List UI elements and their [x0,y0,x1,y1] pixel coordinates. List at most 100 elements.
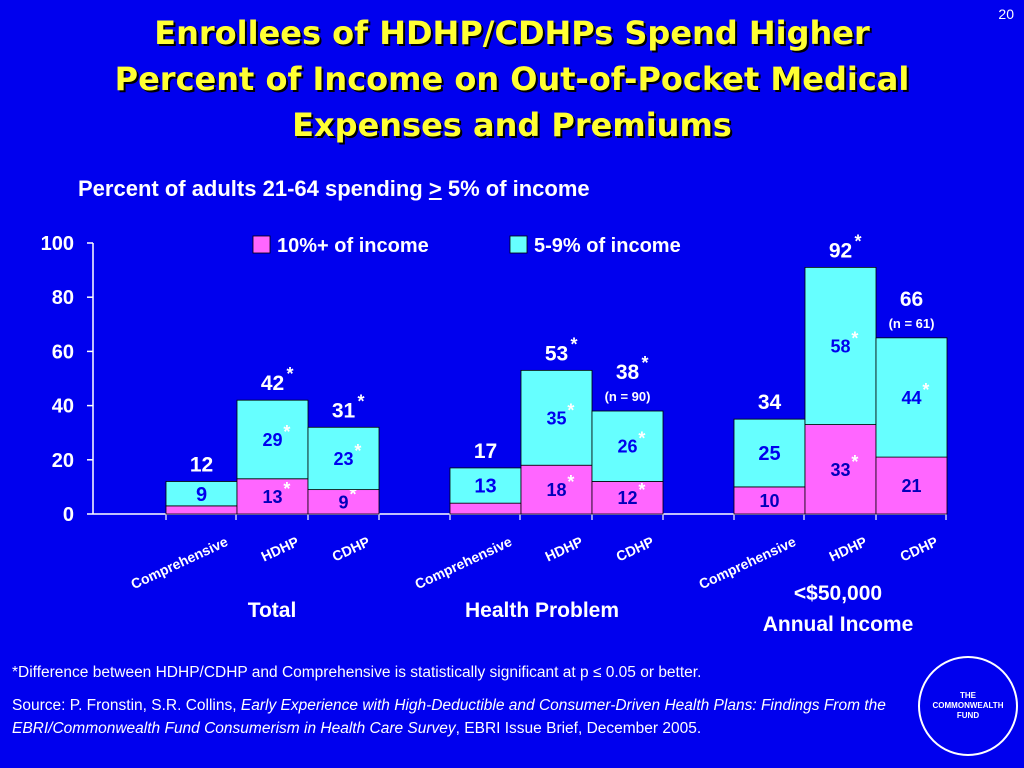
segment-value-label: 26 [617,437,637,457]
x-category-label: HDHP [259,533,302,564]
x-category-label: CDHP [330,533,373,564]
slide-title: Enrollees of HDHP/CDHPs Spend Higher Per… [0,10,1024,148]
legend-swatch [252,235,271,254]
significance-star: * [922,380,929,400]
significance-star: * [358,391,365,411]
source-title: Early Experience with High-Deductible an… [12,697,886,737]
segment-value-label: 33 [830,460,850,480]
significance-star: * [642,353,649,373]
title-line-3: Expenses and Premiums [292,106,732,144]
segment-value-label: 18 [546,480,566,500]
y-tick-label: 80 [52,287,74,309]
bar-total-label: 92 [829,239,852,262]
significance-star: * [567,472,574,492]
significance-star: * [855,231,862,251]
bar-segment [733,418,806,488]
legend-swatch [509,235,528,254]
significance-footnote: *Difference between HDHP/CDHP and Compre… [12,664,702,681]
x-category-label: Comprehensive [696,533,798,592]
segment-value-label: 9 [338,492,348,512]
group-label: Total [248,599,297,622]
source-suffix: , EBRI Issue Brief, December 2005. [455,720,702,737]
bar-total-label: 34 [758,391,782,414]
group-label: Health Problem [465,599,619,622]
significance-star: * [571,334,578,354]
x-category-label: HDHP [543,533,586,564]
legend-label: 10%+ of income [277,235,429,257]
bar-segment [520,369,593,466]
segment-value-label: 44 [901,388,921,408]
significance-star: * [349,484,356,504]
bar-total-label: 17 [474,440,497,463]
bar-segment [804,266,877,425]
stacked-bar-chart: 0 20 40 60 80 100 10%+ of income 5-9% of income… [41,231,948,636]
bar-segment [804,424,877,515]
subtitle-after: 5% of income [441,176,590,201]
x-category-label: Comprehensive [412,533,514,592]
bar-total-label: 12 [190,453,213,476]
x-category-label: HDHP [827,533,870,564]
logo-line-3: FUND [956,711,980,720]
segment-value-label: 9 [196,484,207,506]
commonwealth-fund-logo: THE COMMONWEALTH FUND [918,656,1018,756]
significance-star: * [851,328,858,348]
x-category-label: Comprehensive [128,533,230,592]
segment-value-label: 21 [901,476,921,496]
segment-value-label: 35 [546,408,566,428]
significance-star: * [283,479,290,499]
segment-value-label: 23 [333,449,353,469]
segment-value-label: 13 [474,476,496,498]
y-tick-label: 0 [63,504,74,526]
group-label: <$50,000 [794,582,882,605]
segment-value-label: 58 [830,336,850,356]
bar-segment [165,481,238,507]
slide-number: 20 [998,6,1014,22]
subtitle-before: Percent of adults 21-64 spending [78,176,429,201]
bar-segment [875,337,948,458]
segment-value-label: 25 [758,443,780,465]
bar-segment [307,489,380,515]
y-tick-label: 60 [52,341,74,363]
segment-value-label: 12 [617,488,637,508]
segment-value-label: 13 [262,487,282,507]
bar-segment [591,410,664,482]
significance-star: * [354,441,361,461]
significance-star: * [638,429,645,449]
group-label: Annual Income [763,613,914,636]
bar-segment [307,426,380,491]
bar-segment [236,478,309,515]
subtitle-gte-symbol: > [428,176,442,201]
segment-value-label: 29 [262,430,282,450]
source-citation: Source: P. Fronstin, S.R. Collins, Early… [12,694,912,740]
title-line-2: Percent of Income on Out-of-Pocket Medic… [114,60,910,98]
x-category-label: CDHP [614,533,657,564]
bar-segment [591,481,664,515]
x-category-label: CDHP [898,533,941,564]
bar-total-label: 53 [545,342,568,365]
segment-value-label: 10 [759,491,779,511]
title-line-1: Enrollees of HDHP/CDHPs Spend Higher [154,14,870,52]
bar-sample-note: (n = 61) [889,316,935,331]
bar-segment [449,467,522,504]
significance-star: * [851,452,858,472]
y-tick-label: 20 [52,450,74,472]
bar-segment [449,502,522,515]
significance-star: * [287,364,294,384]
y-tick-label: 100 [41,233,74,255]
significance-star: * [283,422,290,442]
bar-total-label: 42 [261,372,284,395]
legend-label: 5-9% of income [534,235,681,257]
bar-sample-note: (n = 90) [605,389,651,404]
bar-total-label: 31 [332,399,356,422]
source-prefix: Source: P. Fronstin, S.R. Collins, [12,697,241,714]
bar-total-label: 66 [900,288,923,311]
chart-subtitle: Percent of adults 21-64 spending > 5% of… [78,176,590,202]
logo-line-2: COMMONWEALTH [932,701,1004,710]
logo-line-1: THE [960,691,976,700]
bar-segment [733,486,806,515]
bar-segment [165,505,238,515]
significance-star: * [638,480,645,500]
bar-total-label: 38 [616,361,640,384]
significance-star: * [567,400,574,420]
y-tick-label: 40 [52,396,74,418]
